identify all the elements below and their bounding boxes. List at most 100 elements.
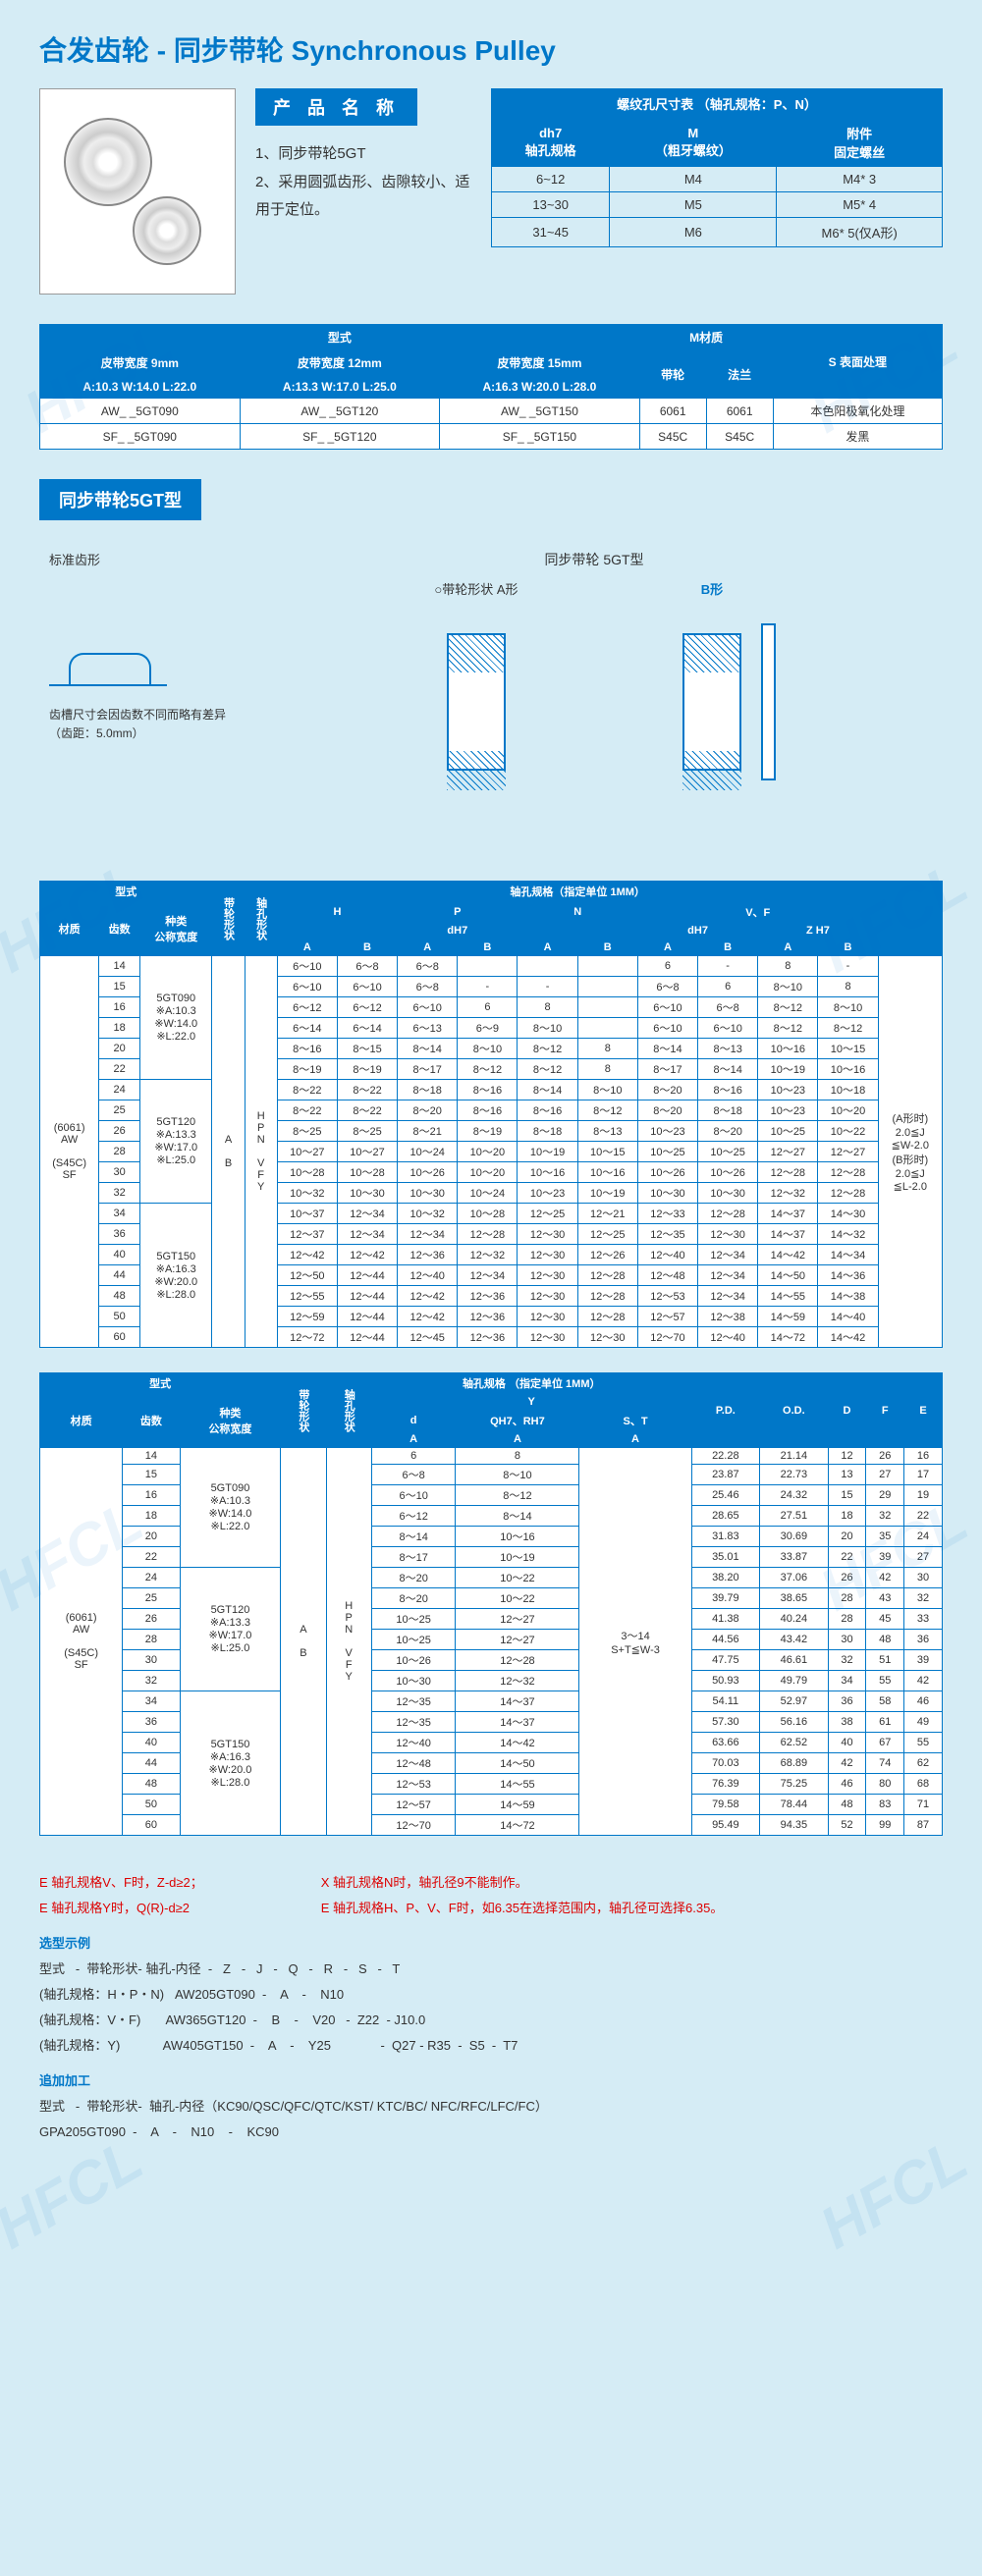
teeth-cell: 25 (123, 1588, 180, 1609)
table-cell: 8～14 (518, 1080, 577, 1100)
table-cell: 12～34 (337, 1224, 397, 1245)
table-cell: 8～20 (398, 1100, 458, 1121)
sel-row: (轴孔规格：Y) AW405GT150 - A - Y25 - Q27 - R3… (39, 2033, 943, 2059)
table-cell: 6～13 (398, 1018, 458, 1039)
table-cell: 8～18 (518, 1121, 577, 1142)
table-cell: 8～22 (337, 1080, 397, 1100)
col-header: 带轮 (639, 350, 706, 399)
table-cell: 35.01 (691, 1547, 760, 1568)
teeth-cell: 60 (99, 1327, 140, 1348)
table-cell: 32 (904, 1588, 943, 1609)
table-cell: 8～18 (398, 1080, 458, 1100)
col-header: N (518, 902, 637, 923)
col-header: A:16.3 W:20.0 L:28.0 (440, 376, 640, 399)
table-cell: 8～12 (458, 1059, 518, 1080)
table-cell: 6～10 (637, 997, 697, 1018)
table-cell: 12～44 (337, 1286, 397, 1307)
table-cell: 25.46 (691, 1485, 760, 1506)
table-cell (577, 997, 637, 1018)
table-cell: 8～22 (277, 1100, 337, 1121)
col-header (878, 882, 942, 956)
side-cell: (A形时) 2.0≦J ≦W-2.0 (B形时) 2.0≦J ≦L-2.0 (878, 956, 942, 1348)
table-cell: 16 (904, 1448, 943, 1465)
table-cell: 46 (904, 1691, 943, 1712)
table-cell: 12～44 (337, 1327, 397, 1348)
table-cell: 6 (458, 997, 518, 1018)
spec-table-2: 型式 带轮形状 轴孔形状 轴孔规格 （指定单位 1MM） P.D. O.D. D… (39, 1372, 943, 1836)
table-cell: 12～70 (637, 1327, 697, 1348)
st-cell: 3～14 S+T≦W-3 (579, 1448, 691, 1836)
table-cell: 14～37 (758, 1204, 818, 1224)
teeth-cell: 40 (123, 1733, 180, 1753)
table-cell: 63.66 (691, 1733, 760, 1753)
teeth-cell: 34 (99, 1204, 140, 1224)
table-cell: 28 (828, 1588, 866, 1609)
table-cell: 12～40 (371, 1733, 456, 1753)
table-cell: 8～21 (398, 1121, 458, 1142)
table-cell: 76.39 (691, 1774, 760, 1795)
std-tooth-label: 标准齿形 (49, 550, 226, 568)
table-cell: 10～26 (637, 1162, 697, 1183)
teeth-cell: 32 (123, 1671, 180, 1691)
table-cell: 62.52 (760, 1733, 829, 1753)
table-cell: 10～25 (758, 1121, 818, 1142)
table-cell: 27.51 (760, 1506, 829, 1527)
table-cell: 8～19 (458, 1121, 518, 1142)
table-cell: - (818, 956, 878, 977)
add-row: GPA205GT090 - A - N10 - KC90 (39, 2120, 943, 2145)
col-header: P (398, 902, 518, 923)
table-cell: 8～10 (518, 1018, 577, 1039)
col-header: 带轮形状 (281, 1373, 326, 1448)
selection-example-header: 选型示例 (39, 1931, 943, 1957)
table-cell: 12～27 (456, 1630, 579, 1650)
teeth-cell: 34 (123, 1691, 180, 1712)
table-cell: 28.65 (691, 1506, 760, 1527)
note-e-hpvf: E 轴孔规格H、P、V、F时，如6.35在选择范围内，轴孔径可选择6.35。 (321, 1901, 724, 1915)
table-cell: 22 (828, 1547, 866, 1568)
col-header: 皮带宽度 12mm (240, 350, 440, 376)
table-cell: 6～10 (637, 1018, 697, 1039)
teeth-cell: 28 (123, 1630, 180, 1650)
table-cell: 10～16 (758, 1039, 818, 1059)
table-cell: 12～45 (398, 1327, 458, 1348)
col-header: 型式 (40, 882, 212, 902)
table-cell: 10～32 (398, 1204, 458, 1224)
table-cell: 8 (818, 977, 878, 997)
table-cell: 8～20 (371, 1568, 456, 1588)
table-cell: 8～16 (277, 1039, 337, 1059)
desc-item: 2、采用圆弧齿形、齿隙较小、适用于定位。 (255, 169, 471, 225)
teeth-cell: 15 (99, 977, 140, 997)
table-cell: 8～15 (337, 1039, 397, 1059)
teeth-cell: 22 (99, 1059, 140, 1080)
table-cell: 70.03 (691, 1753, 760, 1774)
table-cell: 10～22 (456, 1568, 579, 1588)
teeth-cell: 48 (123, 1774, 180, 1795)
table-cell: 6～8 (337, 956, 397, 977)
table-cell: 32 (828, 1650, 866, 1671)
table-cell: 12～25 (577, 1224, 637, 1245)
col-header: 种类 公称宽度 (140, 902, 212, 956)
col-header: Z H7 (758, 923, 878, 939)
table-cell: 8～14 (637, 1039, 697, 1059)
table-cell: 8～20 (698, 1121, 758, 1142)
table-cell: 12～30 (518, 1224, 577, 1245)
table-cell: 8 (577, 1039, 637, 1059)
thread-table: 螺纹孔尺寸表 （轴孔规格：P、N） dh7 轴孔规格 M （粗牙螺纹） 附件 固… (491, 88, 943, 247)
table-cell: 12～28 (758, 1162, 818, 1183)
table-cell: 14～37 (456, 1712, 579, 1733)
table-cell: 37.06 (760, 1568, 829, 1588)
table-cell: 31.83 (691, 1527, 760, 1547)
table-cell: 12～27 (818, 1142, 878, 1162)
table-cell: 49.79 (760, 1671, 829, 1691)
col-header: A:10.3 W:14.0 L:22.0 (40, 376, 241, 399)
table-cell: 14～59 (456, 1795, 579, 1815)
col-header: A (518, 939, 577, 956)
col-header: QH7、RH7 (456, 1411, 579, 1431)
teeth-cell: 44 (123, 1753, 180, 1774)
table-cell: M4 (610, 167, 777, 192)
col-header: M材质 (639, 325, 773, 350)
col-header: H (277, 902, 397, 923)
table-cell: 10～16 (518, 1162, 577, 1183)
table-cell: AW_ _5GT090 (40, 399, 241, 424)
table-cell: 33 (904, 1609, 943, 1630)
